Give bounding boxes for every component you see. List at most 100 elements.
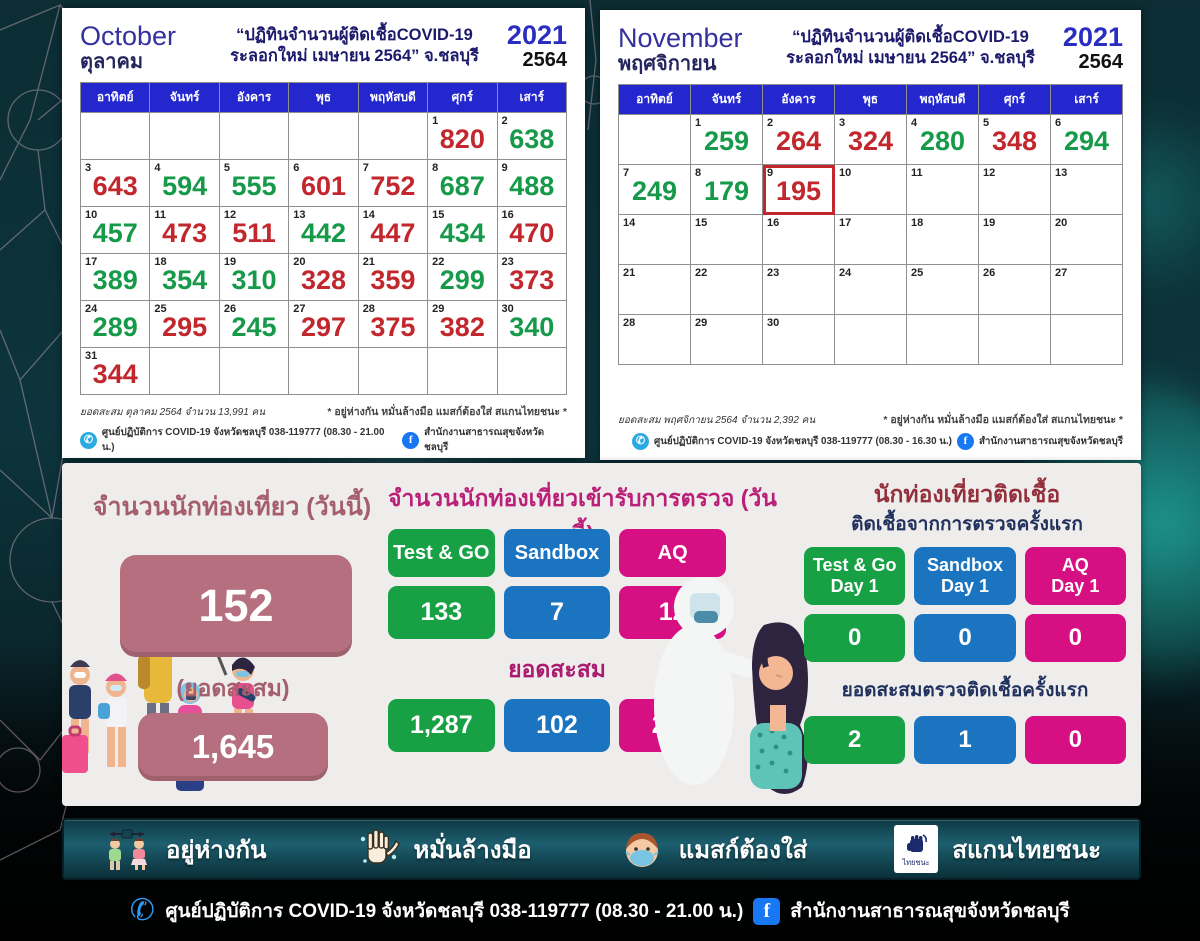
case-count: 470 — [509, 218, 555, 249]
month-name-en: November — [618, 23, 743, 53]
day-number: 25 — [911, 267, 924, 280]
today-value: 0 — [1024, 614, 1126, 662]
calendar-cell — [218, 112, 290, 161]
calendar-cell — [618, 114, 691, 166]
case-count: 375 — [370, 312, 416, 343]
day-number: 12 — [983, 167, 996, 180]
case-count: 638 — [509, 124, 555, 155]
calendar-cell: 1 259 — [690, 114, 763, 166]
tourists-today-box: 152 — [120, 555, 352, 657]
case-count: 340 — [509, 312, 555, 343]
calendar-cell — [1050, 314, 1123, 366]
calendar-cell — [496, 347, 568, 396]
tourists-title: จำนวนนักท่องเที่ยว (วันนี้) — [92, 493, 372, 521]
hotline-text: ศูนย์ปฏิบัติการ COVID-19 จังหวัดชลบุรี 0… — [653, 436, 952, 447]
case-count: 473 — [162, 218, 208, 249]
today-value: 133 — [388, 586, 495, 639]
day-header: พฤหัสบดี — [357, 82, 429, 114]
facebook-text: สำนักงานสาธารณสุขจังหวัดชลบุรี — [978, 436, 1123, 447]
calendar-cell: 18 — [906, 214, 979, 266]
case-count: 294 — [1063, 126, 1110, 157]
calendar-cell: 15 — [690, 214, 763, 266]
day-number: 3 — [85, 162, 92, 175]
banner-label: อยู่ห่างกัน — [166, 836, 267, 864]
day-number: 9 — [501, 162, 508, 175]
case-count: 442 — [300, 218, 346, 249]
calendar-cell: 14 — [618, 214, 691, 266]
day-header: เสาร์ — [496, 82, 568, 114]
calendar-cell: 9 195 — [762, 164, 835, 216]
calendar-cell: 19 — [978, 214, 1051, 266]
day-number: 16 — [767, 217, 780, 230]
calendar-cell: 27 — [1050, 264, 1123, 316]
calendar-cell: 11 — [906, 164, 979, 216]
case-count: 354 — [162, 265, 208, 296]
case-count: 179 — [703, 176, 750, 207]
calendar-title: “ปฏิทินจำนวนผู้ติดเชื้อCOVID-19 ระลอกใหม… — [230, 26, 479, 66]
october-calendar-card: October ตุลาคม “ปฏิทินจำนวนผู้ติดเชื้อCO… — [62, 8, 585, 458]
svg-text:ไทยชนะ: ไทยชนะ — [902, 858, 930, 867]
calendar-cell: 10 457 — [79, 206, 151, 255]
cumulative-label: ยอดสะสม — [508, 656, 606, 682]
mask-face-icon — [625, 833, 659, 867]
day-number: 27 — [293, 303, 306, 316]
calendar-cell: 28 — [618, 314, 691, 366]
day-number: 30 — [501, 303, 514, 316]
cumulative-value: 0 — [1024, 716, 1126, 764]
day-number: 6 — [1055, 117, 1062, 130]
calendar-cell: 22 — [690, 264, 763, 316]
calendar-cell: 12 511 — [218, 206, 290, 255]
calendar-cell: 16 — [762, 214, 835, 266]
calendar-cell: 11 473 — [149, 206, 220, 255]
case-count: 389 — [92, 265, 138, 296]
calendar-cell: 6 294 — [1050, 114, 1123, 166]
case-count: 511 — [232, 218, 276, 249]
calendar-cell: 28 375 — [357, 300, 429, 349]
category-header: AQ Day 1 — [1024, 547, 1126, 605]
case-count: 245 — [231, 312, 277, 343]
calendar-cell: 21 — [618, 264, 691, 316]
day-number: 15 — [695, 217, 708, 230]
day-number: 1 — [432, 115, 439, 128]
calendar-header: October ตุลาคม “ปฏิทินจำนวนผู้ติดเชื้อCO… — [80, 22, 567, 74]
calendar-cell — [288, 112, 359, 161]
calendar-cell: 23 373 — [496, 253, 568, 302]
tested-columns: Test & GO Sandbox AQ 133 7 12 ยอดสะสม 1,287 102 2… — [388, 529, 726, 752]
calendar-cell: 6 601 — [288, 159, 359, 208]
month-name-en: October — [80, 21, 177, 51]
case-count: 555 — [231, 171, 277, 202]
calendar-cell: 29 382 — [427, 300, 498, 349]
calendar-cell — [427, 347, 498, 396]
day-number: 24 — [85, 303, 98, 316]
day-number: 31 — [85, 350, 98, 363]
calendar-cell: 17 — [834, 214, 907, 266]
tourist-stats-panel: จำนวนนักท่องเที่ยว (วันนี้) — [62, 463, 1141, 806]
category-header: Sandbox — [503, 529, 611, 577]
category-header: AQ — [619, 529, 726, 577]
calendar-cell: 30 — [762, 314, 835, 366]
cumulative-value: 1 — [914, 716, 1016, 764]
day-number: 28 — [623, 317, 636, 330]
day-number: 29 — [695, 317, 708, 330]
day-number: 14 — [362, 209, 375, 222]
case-count: 310 — [231, 265, 277, 296]
banner-item-mask: แมสก์ต้องใส่ — [619, 827, 807, 871]
day-number: 8 — [432, 162, 439, 175]
november-calendar-card: November พฤศจิกายน “ปฏิทินจำนวนผู้ติดเชื… — [600, 10, 1141, 460]
day-header: อาทิตย์ — [79, 82, 151, 114]
day-number: 2 — [501, 115, 508, 128]
case-count: 348 — [991, 126, 1038, 157]
day-number: 19 — [983, 217, 996, 230]
category-header: Test & GO — [388, 529, 495, 577]
month-name-th: ตุลาคม — [80, 51, 144, 74]
day-header: พฤหัสบดี — [906, 84, 979, 116]
calendar-cell: 21 359 — [357, 253, 429, 302]
calendar-title: “ปฏิทินจำนวนผู้ติดเชื้อCOVID-19 ระลอกใหม… — [786, 28, 1035, 68]
calendar-cell: 10 — [834, 164, 907, 216]
calendar-cell: 3 324 — [834, 114, 907, 166]
day-header: จันทร์ — [149, 82, 220, 114]
calendar-cell: 4 280 — [906, 114, 979, 166]
infected-title: นักท่องเที่ยวติดเชื้อ — [873, 481, 1061, 507]
calendar-cell: 1 820 — [427, 112, 498, 161]
